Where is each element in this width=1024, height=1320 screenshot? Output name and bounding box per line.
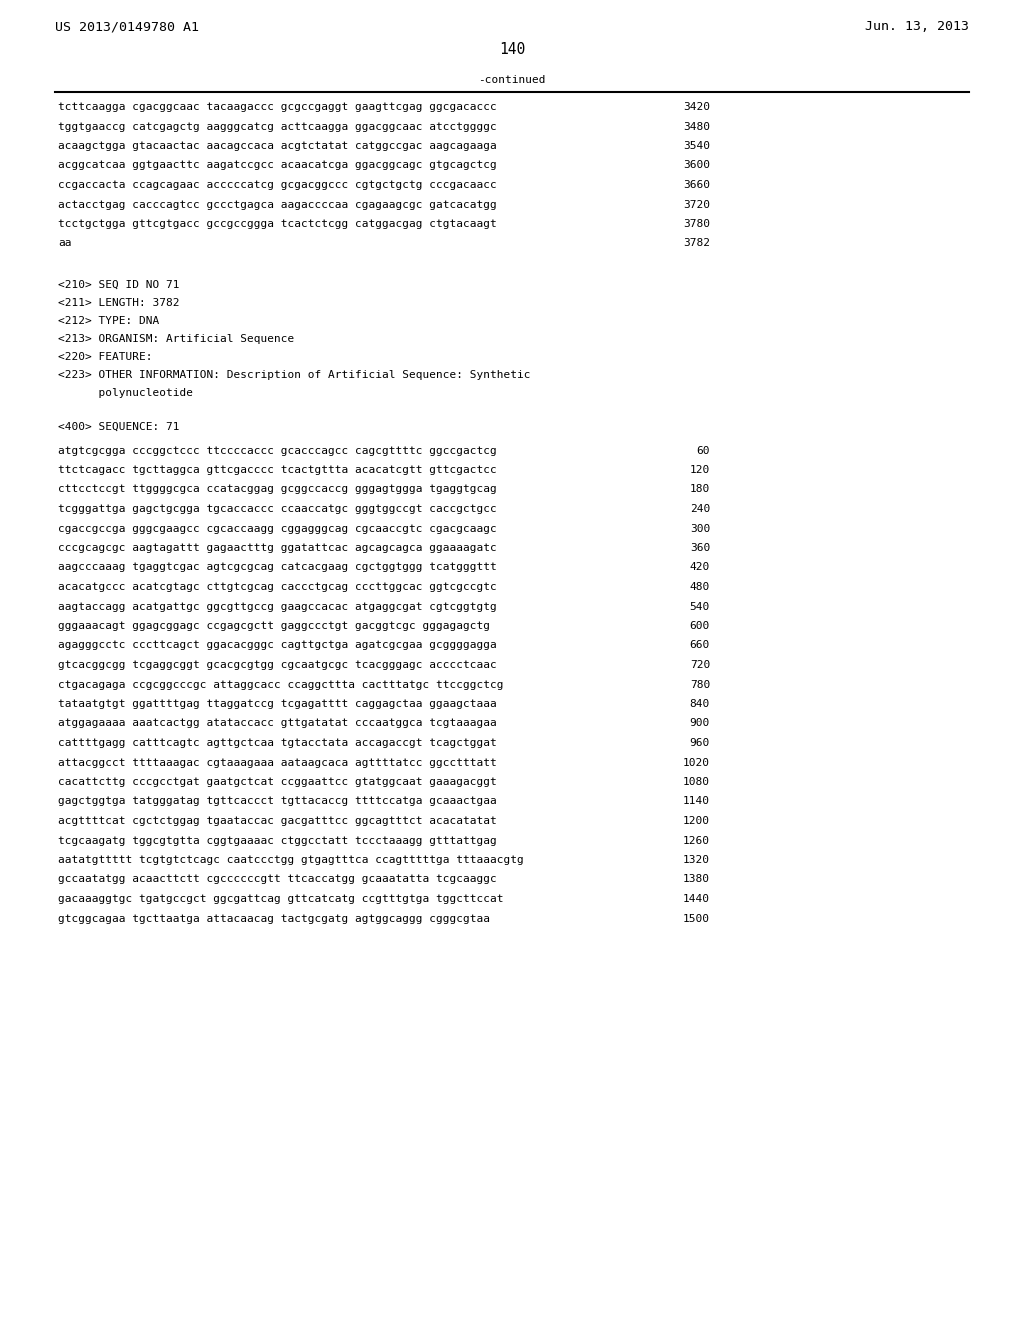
Text: tataatgtgt ggattttgag ttaggatccg tcgagatttt caggagctaa ggaagctaaa: tataatgtgt ggattttgag ttaggatccg tcgagat… xyxy=(58,700,497,709)
Text: aagtaccagg acatgattgc ggcgttgccg gaagccacac atgaggcgat cgtcggtgtg: aagtaccagg acatgattgc ggcgttgccg gaagcca… xyxy=(58,602,497,611)
Text: tggtgaaccg catcgagctg aagggcatcg acttcaagga ggacggcaac atcctggggc: tggtgaaccg catcgagctg aagggcatcg acttcaa… xyxy=(58,121,497,132)
Text: tcctgctgga gttcgtgacc gccgccggga tcactctcgg catggacgag ctgtacaagt: tcctgctgga gttcgtgacc gccgccggga tcactct… xyxy=(58,219,497,228)
Text: 1500: 1500 xyxy=(683,913,710,924)
Text: <223> OTHER INFORMATION: Description of Artificial Sequence: Synthetic: <223> OTHER INFORMATION: Description of … xyxy=(58,370,530,380)
Text: 540: 540 xyxy=(690,602,710,611)
Text: 1440: 1440 xyxy=(683,894,710,904)
Text: 1380: 1380 xyxy=(683,874,710,884)
Text: attacggcct ttttaaagac cgtaaagaaa aataagcaca agttttatcc ggcctttatt: attacggcct ttttaaagac cgtaaagaaa aataagc… xyxy=(58,758,497,767)
Text: 180: 180 xyxy=(690,484,710,495)
Text: Jun. 13, 2013: Jun. 13, 2013 xyxy=(865,20,969,33)
Text: cacattcttg cccgcctgat gaatgctcat ccggaattcc gtatggcaat gaaagacggt: cacattcttg cccgcctgat gaatgctcat ccggaat… xyxy=(58,777,497,787)
Text: US 2013/0149780 A1: US 2013/0149780 A1 xyxy=(55,20,199,33)
Text: 3480: 3480 xyxy=(683,121,710,132)
Text: 60: 60 xyxy=(696,446,710,455)
Text: 360: 360 xyxy=(690,543,710,553)
Text: 3782: 3782 xyxy=(683,239,710,248)
Text: 480: 480 xyxy=(690,582,710,591)
Text: <211> LENGTH: 3782: <211> LENGTH: 3782 xyxy=(58,298,179,308)
Text: 300: 300 xyxy=(690,524,710,533)
Text: ttctcagacc tgcttaggca gttcgacccc tcactgttta acacatcgtt gttcgactcc: ttctcagacc tgcttaggca gttcgacccc tcactgt… xyxy=(58,465,497,475)
Text: cgaccgccga gggcgaagcc cgcaccaagg cggagggcag cgcaaccgtc cgacgcaagc: cgaccgccga gggcgaagcc cgcaccaagg cggaggg… xyxy=(58,524,497,533)
Text: polynucleotide: polynucleotide xyxy=(58,388,193,399)
Text: 600: 600 xyxy=(690,620,710,631)
Text: cattttgagg catttcagtc agttgctcaa tgtacctata accagaccgt tcagctggat: cattttgagg catttcagtc agttgctcaa tgtacct… xyxy=(58,738,497,748)
Text: acggcatcaa ggtgaacttc aagatccgcc acaacatcga ggacggcagc gtgcagctcg: acggcatcaa ggtgaacttc aagatccgcc acaacat… xyxy=(58,161,497,170)
Text: 3660: 3660 xyxy=(683,180,710,190)
Text: tcgcaagatg tggcgtgtta cggtgaaaac ctggcctatt tccctaaagg gtttattgag: tcgcaagatg tggcgtgtta cggtgaaaac ctggcct… xyxy=(58,836,497,846)
Text: 720: 720 xyxy=(690,660,710,671)
Text: <213> ORGANISM: Artificial Sequence: <213> ORGANISM: Artificial Sequence xyxy=(58,334,294,345)
Text: <220> FEATURE:: <220> FEATURE: xyxy=(58,352,153,362)
Text: 120: 120 xyxy=(690,465,710,475)
Text: atgtcgcgga cccggctccc ttccccaccc gcacccagcc cagcgttttc ggccgactcg: atgtcgcgga cccggctccc ttccccaccc gcaccca… xyxy=(58,446,497,455)
Text: gagctggtga tatgggatag tgttcaccct tgttacaccg ttttccatga gcaaactgaa: gagctggtga tatgggatag tgttcaccct tgttaca… xyxy=(58,796,497,807)
Text: 1140: 1140 xyxy=(683,796,710,807)
Text: gccaatatgg acaacttctt cgccccccgtt ttcaccatgg gcaaatatta tcgcaaggc: gccaatatgg acaacttctt cgccccccgtt ttcacc… xyxy=(58,874,497,884)
Text: acgttttcat cgctctggag tgaataccac gacgatttcc ggcagtttct acacatatat: acgttttcat cgctctggag tgaataccac gacgatt… xyxy=(58,816,497,826)
Text: gtcacggcgg tcgaggcggt gcacgcgtgg cgcaatgcgc tcacgggagc acccctcaac: gtcacggcgg tcgaggcggt gcacgcgtgg cgcaatg… xyxy=(58,660,497,671)
Text: 3420: 3420 xyxy=(683,102,710,112)
Text: <400> SEQUENCE: 71: <400> SEQUENCE: 71 xyxy=(58,422,179,432)
Text: 1200: 1200 xyxy=(683,816,710,826)
Text: gacaaaggtgc tgatgccgct ggcgattcag gttcatcatg ccgtttgtga tggcttccat: gacaaaggtgc tgatgccgct ggcgattcag gttcat… xyxy=(58,894,504,904)
Text: 3540: 3540 xyxy=(683,141,710,150)
Text: ctgacagaga ccgcggcccgc attaggcacc ccaggcttta cactttatgc ttccggctcg: ctgacagaga ccgcggcccgc attaggcacc ccaggc… xyxy=(58,680,504,689)
Text: agagggcctc cccttcagct ggacacgggc cagttgctga agatcgcgaa gcggggagga: agagggcctc cccttcagct ggacacgggc cagttgc… xyxy=(58,640,497,651)
Text: actacctgag cacccagtcc gccctgagca aagaccccaa cgagaagcgc gatcacatgg: actacctgag cacccagtcc gccctgagca aagaccc… xyxy=(58,199,497,210)
Text: 840: 840 xyxy=(690,700,710,709)
Text: gggaaacagt ggagcggagc ccgagcgctt gaggccctgt gacggtcgc gggagagctg: gggaaacagt ggagcggagc ccgagcgctt gaggccc… xyxy=(58,620,490,631)
Text: tcttcaagga cgacggcaac tacaagaccc gcgccgaggt gaagttcgag ggcgacaccc: tcttcaagga cgacggcaac tacaagaccc gcgccga… xyxy=(58,102,497,112)
Text: 3780: 3780 xyxy=(683,219,710,228)
Text: atggagaaaa aaatcactgg atataccacc gttgatatat cccaatggca tcgtaaagaa: atggagaaaa aaatcactgg atataccacc gttgata… xyxy=(58,718,497,729)
Text: 240: 240 xyxy=(690,504,710,513)
Text: gtcggcagaa tgcttaatga attacaacag tactgcgatg agtggcaggg cgggcgtaa: gtcggcagaa tgcttaatga attacaacag tactgcg… xyxy=(58,913,490,924)
Text: -continued: -continued xyxy=(478,75,546,84)
Text: 420: 420 xyxy=(690,562,710,573)
Text: acaagctgga gtacaactac aacagccaca acgtctatat catggccgac aagcagaaga: acaagctgga gtacaactac aacagccaca acgtcta… xyxy=(58,141,497,150)
Text: 1260: 1260 xyxy=(683,836,710,846)
Text: 140: 140 xyxy=(499,42,525,57)
Text: 780: 780 xyxy=(690,680,710,689)
Text: ccgaccacta ccagcagaac acccccatcg gcgacggccc cgtgctgctg cccgacaacc: ccgaccacta ccagcagaac acccccatcg gcgacgg… xyxy=(58,180,497,190)
Text: 1080: 1080 xyxy=(683,777,710,787)
Text: cttcctccgt ttggggcgca ccatacggag gcggccaccg gggagtggga tgaggtgcag: cttcctccgt ttggggcgca ccatacggag gcggcca… xyxy=(58,484,497,495)
Text: tcgggattga gagctgcgga tgcaccaccc ccaaccatgc gggtggccgt caccgctgcc: tcgggattga gagctgcgga tgcaccaccc ccaacca… xyxy=(58,504,497,513)
Text: 3720: 3720 xyxy=(683,199,710,210)
Text: <212> TYPE: DNA: <212> TYPE: DNA xyxy=(58,315,160,326)
Text: 1320: 1320 xyxy=(683,855,710,865)
Text: 3600: 3600 xyxy=(683,161,710,170)
Text: 660: 660 xyxy=(690,640,710,651)
Text: aagcccaaag tgaggtcgac agtcgcgcag catcacgaag cgctggtggg tcatgggttt: aagcccaaag tgaggtcgac agtcgcgcag catcacg… xyxy=(58,562,497,573)
Text: 960: 960 xyxy=(690,738,710,748)
Text: <210> SEQ ID NO 71: <210> SEQ ID NO 71 xyxy=(58,280,179,290)
Text: aa: aa xyxy=(58,239,72,248)
Text: aatatgttttt tcgtgtctcagc caatccctgg gtgagtttca ccagtttttga tttaaacgtg: aatatgttttt tcgtgtctcagc caatccctgg gtga… xyxy=(58,855,523,865)
Text: cccgcagcgc aagtagattt gagaactttg ggatattcac agcagcagca ggaaaagatc: cccgcagcgc aagtagattt gagaactttg ggatatt… xyxy=(58,543,497,553)
Text: acacatgccc acatcgtagc cttgtcgcag caccctgcag cccttggcac ggtcgccgtc: acacatgccc acatcgtagc cttgtcgcag caccctg… xyxy=(58,582,497,591)
Text: 1020: 1020 xyxy=(683,758,710,767)
Text: 900: 900 xyxy=(690,718,710,729)
